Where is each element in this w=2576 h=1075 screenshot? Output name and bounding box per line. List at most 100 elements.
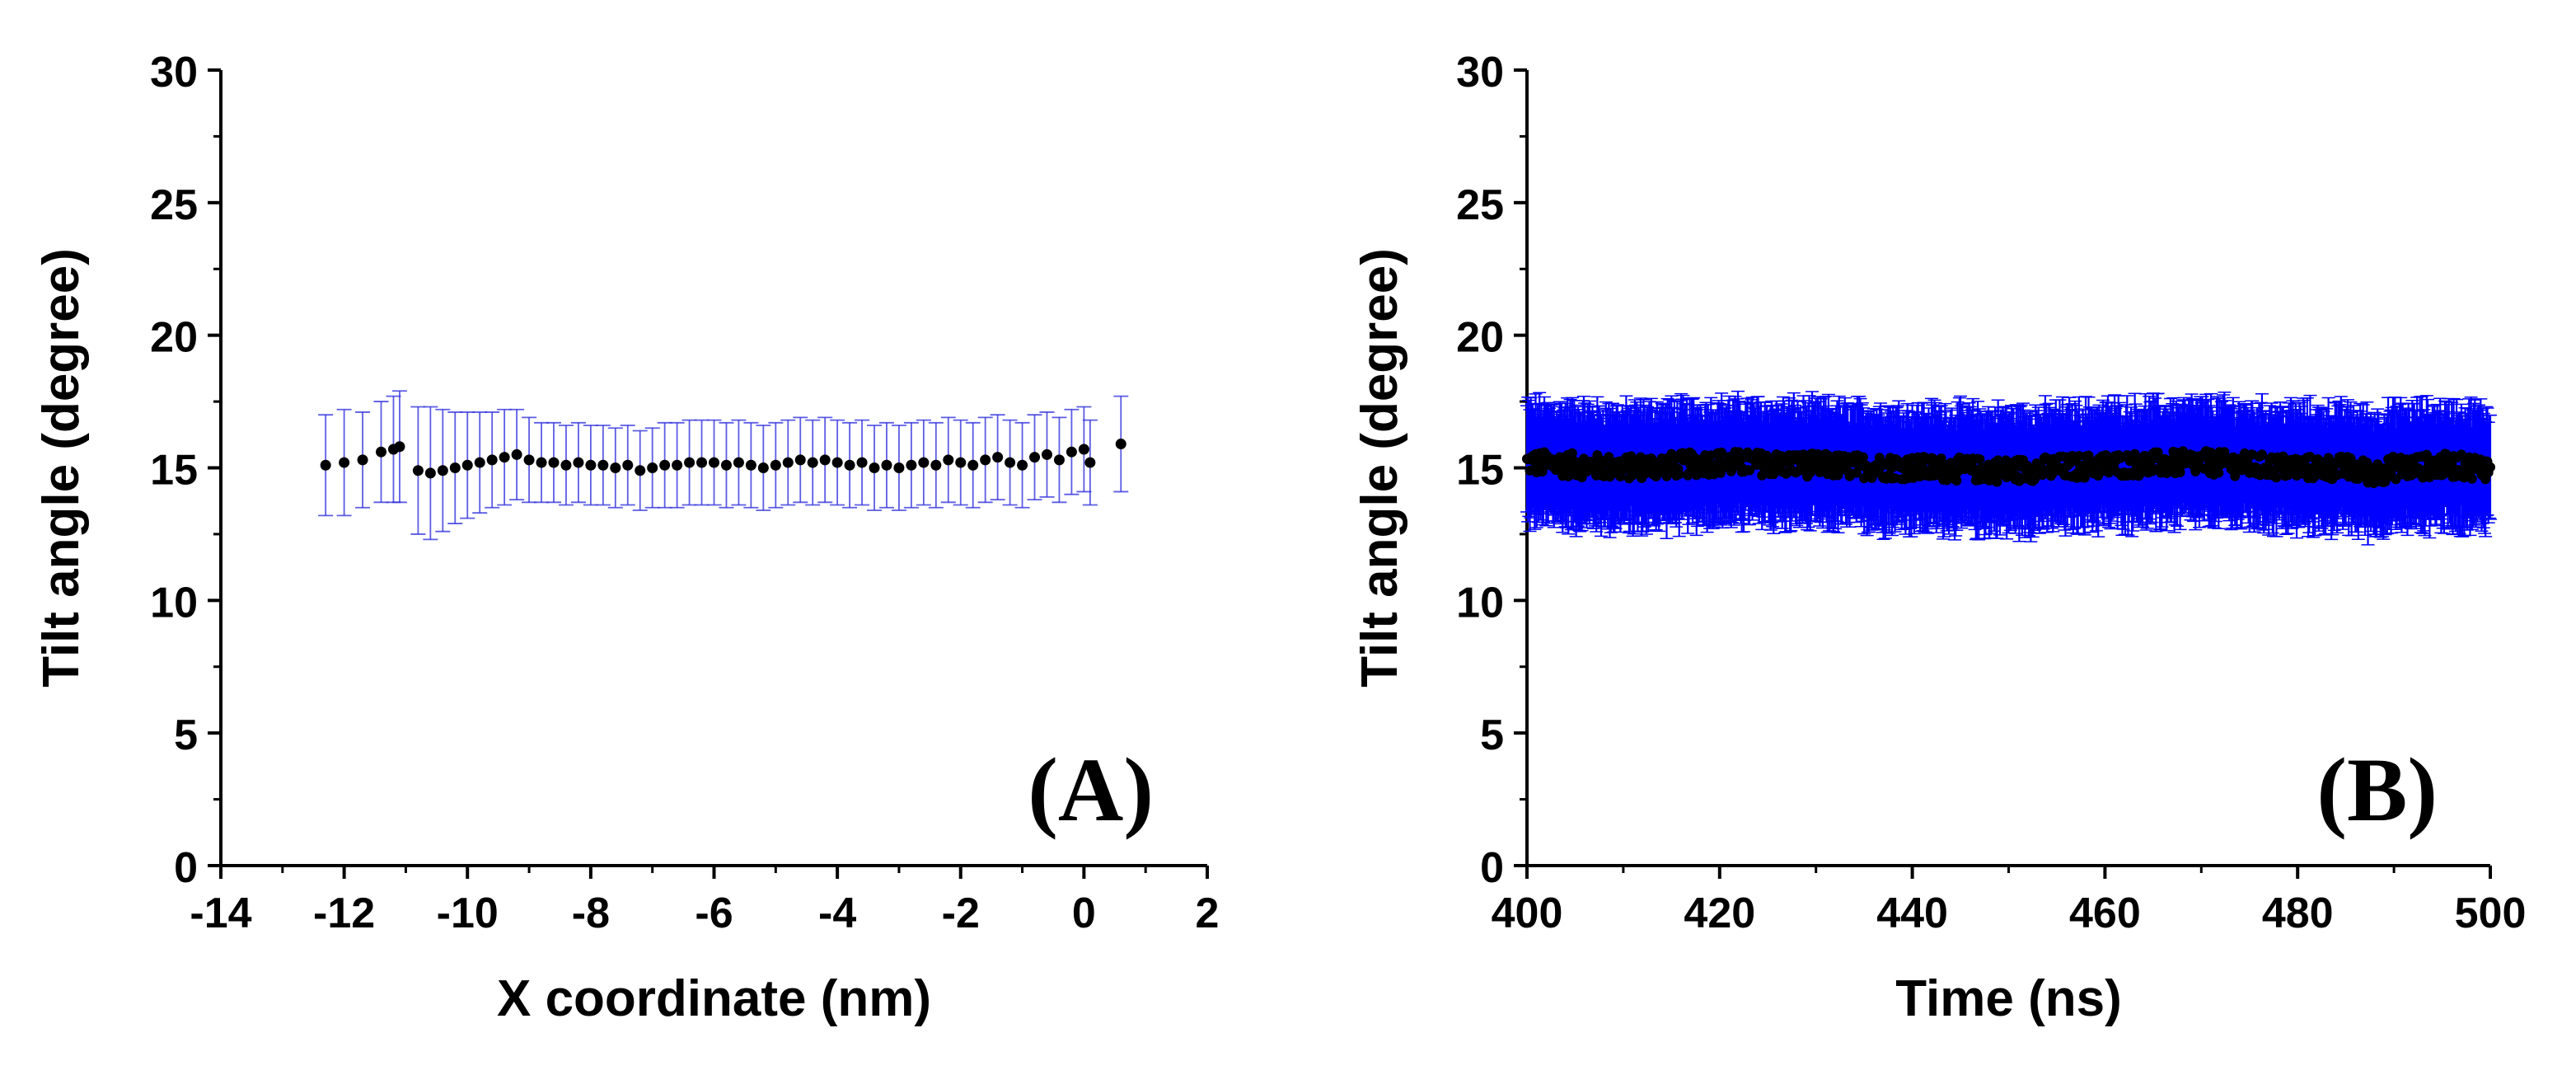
data-point bbox=[1684, 468, 1694, 479]
data-point bbox=[2213, 467, 2224, 478]
data-point bbox=[610, 462, 621, 473]
y-tick-label: 15 bbox=[150, 447, 198, 495]
y-tick-label: 30 bbox=[150, 49, 198, 96]
data-point bbox=[536, 457, 547, 468]
data-point bbox=[672, 459, 683, 471]
panel-label: (A) bbox=[1028, 739, 1154, 840]
x-tick-label: 420 bbox=[1684, 890, 1755, 937]
data-series bbox=[1520, 390, 2497, 546]
data-point bbox=[1717, 447, 1727, 458]
data-point bbox=[1078, 444, 1089, 455]
data-point bbox=[906, 459, 917, 471]
data-point bbox=[844, 459, 855, 471]
data-point bbox=[794, 454, 806, 466]
data-point bbox=[955, 457, 967, 468]
panel-b: 0 5 10 15 20 25 30 400 420 440 460 480 500 Tilt angle… bbox=[1351, 49, 2526, 1027]
x-tick-label: 0 bbox=[1072, 890, 1096, 937]
x-tick-label: -14 bbox=[190, 890, 251, 937]
data-point bbox=[992, 452, 1004, 463]
x-tick-label: -10 bbox=[437, 890, 499, 937]
y-tick-label: 20 bbox=[150, 314, 198, 362]
panel-a: 0 5 10 15 20 25 30 -14 -12 -10 -8 -6 -4 -2 0 2 Tilt angl… bbox=[33, 49, 1219, 1027]
data-point bbox=[856, 457, 868, 468]
x-tick-label: -2 bbox=[942, 890, 980, 937]
data-point bbox=[881, 459, 892, 471]
data-point bbox=[548, 457, 560, 468]
data-point bbox=[622, 459, 634, 471]
y-tick-label: 30 bbox=[1456, 49, 1504, 96]
data-point bbox=[869, 462, 880, 473]
data-point bbox=[523, 454, 535, 466]
data-point bbox=[709, 457, 719, 468]
data-point bbox=[573, 457, 584, 468]
x-tick-label: 500 bbox=[2455, 890, 2527, 937]
data-point bbox=[1029, 452, 1041, 463]
data-point bbox=[1053, 454, 1065, 466]
data-point bbox=[1674, 469, 1684, 480]
y-tick-label: 25 bbox=[150, 181, 198, 229]
data-point bbox=[320, 459, 331, 471]
data-point bbox=[474, 457, 485, 468]
data-point bbox=[831, 457, 843, 468]
data-point bbox=[1734, 447, 1745, 458]
data-point bbox=[1851, 467, 1862, 478]
data-point bbox=[733, 457, 744, 468]
data-point bbox=[967, 459, 979, 471]
data-point bbox=[339, 457, 350, 468]
x-tick-label: 460 bbox=[2069, 890, 2141, 937]
data-point bbox=[2485, 462, 2495, 472]
x-tick-label: 400 bbox=[1492, 890, 1563, 937]
data-point bbox=[1857, 452, 1868, 462]
data-point bbox=[893, 462, 905, 473]
data-point bbox=[720, 459, 732, 471]
data-point bbox=[597, 459, 609, 471]
data-point bbox=[461, 459, 473, 471]
data-point bbox=[745, 459, 756, 471]
data-point bbox=[499, 452, 510, 463]
data-point bbox=[2466, 473, 2477, 484]
x-tick-label: 440 bbox=[1876, 890, 1948, 937]
data-point bbox=[1084, 457, 1096, 468]
y-tick-label: 15 bbox=[1456, 447, 1504, 495]
x-axis-label: Time (ns) bbox=[1895, 970, 2121, 1027]
data-point bbox=[770, 459, 781, 471]
data-point bbox=[696, 457, 708, 468]
x-tick-label: -12 bbox=[313, 890, 375, 937]
y-tick-label: 25 bbox=[1456, 181, 1504, 229]
x-tick-label: -8 bbox=[572, 890, 610, 937]
data-point bbox=[943, 454, 954, 466]
data-point bbox=[757, 462, 769, 473]
data-series bbox=[318, 390, 1129, 541]
y-tick-label: 10 bbox=[150, 579, 198, 627]
data-point bbox=[1745, 465, 1755, 476]
data-point bbox=[819, 454, 831, 466]
data-point bbox=[1974, 454, 1985, 465]
data-point bbox=[684, 457, 696, 468]
data-point bbox=[376, 446, 387, 458]
data-point bbox=[1604, 452, 1614, 462]
y-tick-label: 0 bbox=[174, 844, 198, 892]
data-point bbox=[1951, 476, 1962, 486]
y-axis-label: Tilt angle (degree) bbox=[1351, 248, 1408, 688]
data-point bbox=[1066, 446, 1077, 458]
data-point bbox=[1757, 470, 1768, 481]
data-point bbox=[1567, 448, 1577, 458]
data-point bbox=[930, 459, 942, 471]
data-point bbox=[1115, 439, 1126, 450]
data-point bbox=[659, 459, 671, 471]
panel-label: (B) bbox=[2316, 739, 2438, 840]
data-point bbox=[357, 454, 368, 466]
data-point bbox=[424, 467, 436, 479]
data-point bbox=[1005, 457, 1016, 468]
y-axis-label: Tilt angle (degree) bbox=[33, 248, 90, 688]
y-tick-label: 20 bbox=[1456, 314, 1504, 362]
data-point bbox=[1017, 459, 1028, 471]
data-point bbox=[560, 459, 572, 471]
data-point bbox=[486, 454, 498, 466]
data-point bbox=[2271, 472, 2282, 483]
data-point bbox=[437, 465, 448, 476]
x-tick-label: -4 bbox=[818, 890, 856, 937]
data-point bbox=[2456, 449, 2466, 460]
